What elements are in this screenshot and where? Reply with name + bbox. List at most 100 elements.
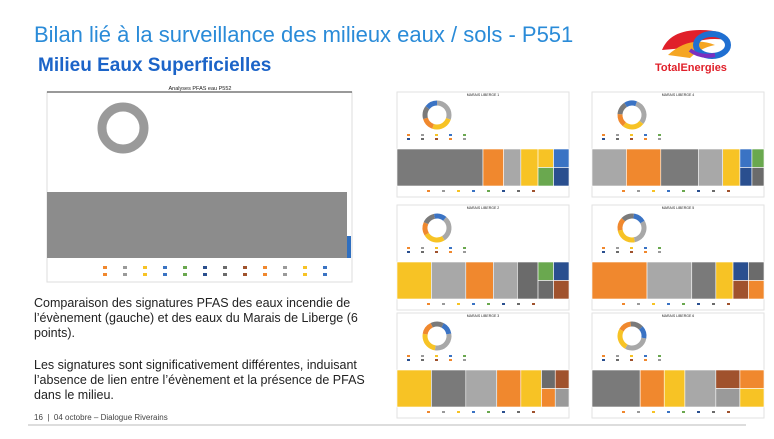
legend-swatch	[435, 251, 438, 253]
legend-swatch	[532, 303, 535, 305]
legend-swatch	[667, 190, 670, 192]
legend-swatch	[644, 355, 647, 357]
panel-donut	[617, 213, 647, 243]
legend-swatch	[502, 303, 505, 305]
treemap-cell	[732, 280, 749, 300]
panel-donut	[617, 100, 647, 130]
panel-frame	[591, 204, 765, 311]
panel-donut	[617, 100, 647, 130]
panel-title: MARAIS LIBERGE 6	[662, 314, 695, 318]
panel-donut	[617, 100, 647, 130]
left-chart-title: Analyses PFAS eau P552	[169, 86, 232, 92]
legend-swatch	[457, 411, 460, 413]
panel-frame	[396, 204, 570, 311]
treemap-cell	[493, 261, 518, 300]
legend-swatch	[435, 134, 438, 136]
legend-swatch	[463, 134, 466, 136]
legend-swatch	[421, 251, 424, 253]
treemap-cell	[591, 261, 648, 300]
legend-swatch	[487, 303, 490, 305]
legend-swatch	[435, 247, 438, 249]
legend-swatch	[457, 190, 460, 192]
treemap-cell	[537, 167, 554, 187]
panel-donut	[422, 213, 452, 243]
treemap-cell	[591, 148, 627, 187]
paragraph: Les signatures sont significativement di…	[34, 358, 365, 402]
panel-frame	[396, 312, 570, 419]
legend-swatch	[463, 359, 466, 361]
panel-title: MARAIS LIBERGE 4	[662, 93, 695, 97]
legend-swatch	[407, 247, 410, 249]
legend-swatch	[682, 411, 685, 413]
legend-swatch	[502, 190, 505, 192]
legend-swatch	[616, 355, 619, 357]
legend-swatch	[487, 190, 490, 192]
legend-swatch	[658, 247, 661, 249]
treemap-cell	[684, 369, 717, 408]
legend-swatch	[658, 355, 661, 357]
panel-donut	[422, 213, 452, 243]
legend-swatch	[667, 411, 670, 413]
panel-donut	[422, 100, 452, 130]
legend-swatch	[637, 411, 640, 413]
legend-swatch	[442, 411, 445, 413]
legend-swatch	[472, 411, 475, 413]
treemap-cell	[465, 261, 494, 300]
panel-frame	[591, 91, 765, 198]
legend-swatch	[263, 273, 267, 276]
legend-swatch	[472, 303, 475, 305]
treemap-cell	[722, 148, 741, 187]
legend-swatch	[517, 411, 520, 413]
legend-swatch	[243, 266, 247, 269]
legend-swatch	[644, 247, 647, 249]
legend-swatch	[427, 411, 430, 413]
left-treemap	[47, 192, 347, 258]
legend-swatch	[602, 134, 605, 136]
treemap-cell	[520, 369, 542, 408]
legend-swatch	[427, 190, 430, 192]
treemap-cell	[748, 261, 765, 281]
legend-swatch	[427, 303, 430, 305]
treemap-cell	[626, 148, 662, 187]
legend-swatch	[658, 359, 661, 361]
paragraph: Comparaison des signatures PFAS des eaux…	[34, 296, 358, 340]
legend-swatch	[407, 355, 410, 357]
panel-title: MARAIS LIBERGE 2	[467, 206, 500, 210]
legend-swatch	[163, 273, 167, 276]
legend-swatch	[123, 273, 127, 276]
treemap-cell	[396, 369, 432, 408]
legend-swatch	[442, 303, 445, 305]
treemap-cell	[554, 388, 570, 408]
legend-swatch	[421, 138, 424, 140]
legend-swatch	[203, 266, 207, 269]
legend-swatch	[697, 190, 700, 192]
panel-donut	[617, 321, 647, 351]
legend-swatch	[303, 266, 307, 269]
legend-swatch	[442, 190, 445, 192]
treemap-cell	[553, 280, 570, 300]
treemap-cell	[663, 369, 686, 408]
legend-swatch	[472, 190, 475, 192]
footer-text: 04 octobre – Dialogue Riverains	[53, 413, 168, 422]
panel-donut	[422, 100, 452, 130]
legend-swatch	[283, 273, 287, 276]
treemap-cell	[541, 369, 556, 389]
legend-swatch	[727, 303, 730, 305]
legend-swatch	[435, 355, 438, 357]
treemap-cell	[503, 148, 522, 187]
panel-frame	[591, 312, 765, 419]
legend-swatch	[602, 251, 605, 253]
legend-swatch	[658, 251, 661, 253]
legend-swatch	[658, 134, 661, 136]
treemap-cell	[482, 148, 504, 187]
legend-swatch	[463, 247, 466, 249]
treemap-cell	[751, 167, 765, 187]
legend-swatch	[712, 411, 715, 413]
legend-swatch	[637, 303, 640, 305]
legend-swatch	[630, 247, 633, 249]
legend-swatch	[143, 273, 147, 276]
legend-swatch	[449, 355, 452, 357]
treemap-cell	[517, 261, 539, 300]
legend-swatch	[682, 303, 685, 305]
legend-swatch	[223, 266, 227, 269]
